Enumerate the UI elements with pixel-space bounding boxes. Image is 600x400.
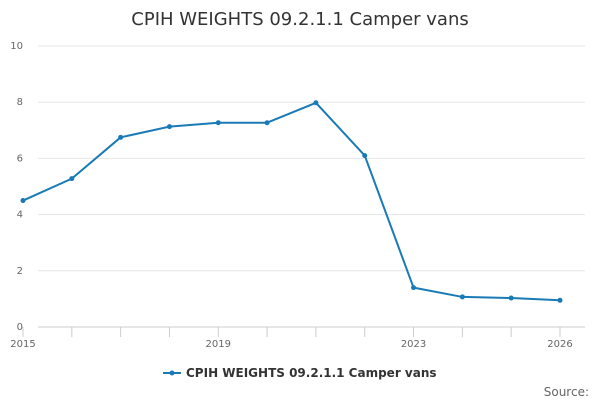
data-point[interactable]: [215, 120, 221, 126]
legend[interactable]: CPIH WEIGHTS 09.2.1.1 Camper vans: [163, 366, 437, 380]
data-point[interactable]: [362, 153, 368, 159]
y-tick-label: 4: [17, 210, 23, 221]
legend-marker-swatch: [169, 370, 175, 376]
data-point[interactable]: [166, 124, 172, 130]
y-tick-label: 8: [17, 97, 23, 108]
source-label[interactable]: Source:: [544, 385, 589, 399]
x-tick-label: 2023: [401, 339, 426, 350]
data-point[interactable]: [411, 285, 417, 291]
y-tick-label: 10: [10, 41, 23, 52]
grid-lines: [38, 45, 585, 272]
y-tick-label: 2: [17, 266, 23, 277]
data-point[interactable]: [118, 134, 124, 140]
data-point[interactable]: [313, 100, 319, 106]
x-tick-label: 2026: [547, 339, 572, 350]
data-series: [20, 100, 563, 303]
x-tick-label: 2015: [10, 339, 35, 350]
legend-label: CPIH WEIGHTS 09.2.1.1 Camper vans: [186, 366, 437, 380]
x-axis: 2015 2019 2023 2026: [10, 326, 585, 350]
y-tick-label: 6: [17, 153, 23, 164]
series-line: [22, 101, 561, 302]
y-axis: 0 2 4 6 8 10: [10, 41, 23, 333]
data-point[interactable]: [557, 297, 563, 303]
y-tick-label: 0: [17, 322, 23, 333]
data-point[interactable]: [69, 176, 75, 182]
x-tick-label: 2019: [206, 339, 231, 350]
data-point[interactable]: [20, 198, 26, 204]
data-point[interactable]: [508, 295, 514, 301]
data-point[interactable]: [264, 120, 270, 126]
chart-title: CPIH WEIGHTS 09.2.1.1 Camper vans: [131, 9, 468, 30]
data-point[interactable]: [459, 294, 465, 300]
